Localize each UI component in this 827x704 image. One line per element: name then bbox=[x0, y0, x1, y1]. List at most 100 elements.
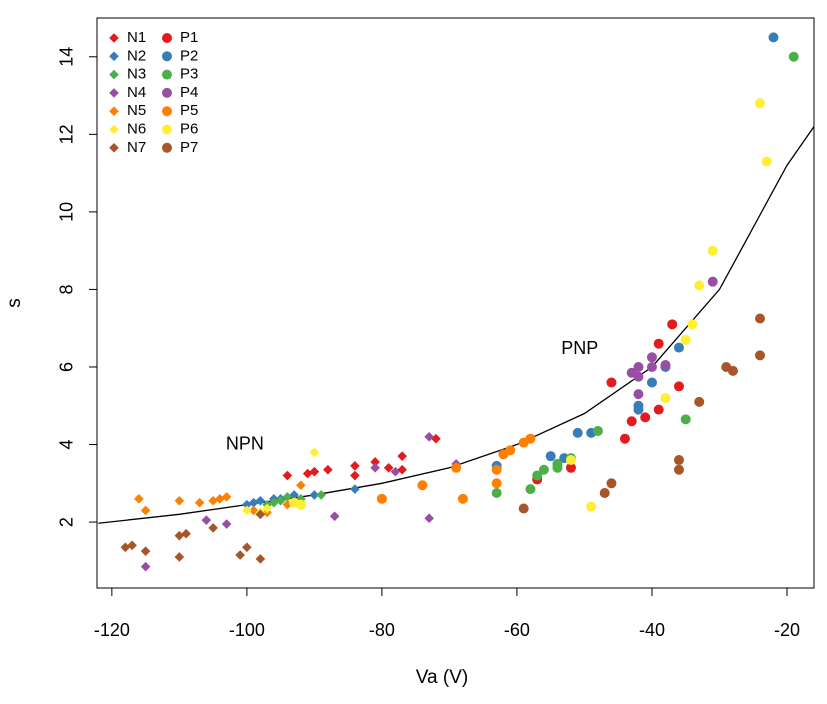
point bbox=[302, 468, 313, 479]
point bbox=[242, 505, 252, 516]
point bbox=[262, 503, 272, 514]
legend-label: P7 bbox=[180, 139, 198, 156]
point bbox=[633, 371, 644, 382]
plot-frame bbox=[96, 17, 815, 589]
y-tick-label: 12 bbox=[57, 124, 77, 144]
point bbox=[633, 400, 644, 411]
point bbox=[296, 480, 306, 491]
point bbox=[431, 433, 441, 444]
point bbox=[606, 377, 617, 388]
x-tick-label: -40 bbox=[639, 620, 665, 640]
point bbox=[242, 499, 252, 510]
point bbox=[653, 404, 664, 415]
point bbox=[309, 466, 320, 477]
point bbox=[309, 490, 320, 500]
point bbox=[397, 464, 407, 475]
point bbox=[323, 464, 333, 475]
legend-label: P1 bbox=[180, 29, 198, 46]
y-tick-label: 8 bbox=[57, 284, 77, 294]
point bbox=[255, 495, 266, 506]
fit-curve bbox=[98, 126, 815, 524]
point bbox=[215, 494, 225, 504]
point bbox=[727, 365, 738, 376]
point bbox=[646, 361, 657, 372]
point bbox=[140, 561, 151, 572]
point bbox=[518, 503, 529, 514]
point bbox=[707, 245, 718, 256]
point bbox=[370, 457, 380, 467]
point bbox=[120, 542, 131, 553]
point bbox=[255, 509, 266, 520]
legend-marker bbox=[162, 69, 172, 80]
point bbox=[565, 455, 576, 466]
x-tick-label: -80 bbox=[369, 620, 395, 640]
point bbox=[208, 523, 218, 533]
point bbox=[289, 490, 299, 500]
legend-marker bbox=[162, 51, 172, 62]
point bbox=[646, 352, 657, 363]
point bbox=[545, 451, 556, 462]
point bbox=[255, 554, 266, 564]
point bbox=[242, 542, 252, 553]
legend-label: P5 bbox=[180, 102, 198, 119]
legend-label: N2 bbox=[127, 47, 146, 64]
point bbox=[127, 540, 137, 551]
point bbox=[376, 493, 387, 504]
point bbox=[640, 412, 651, 423]
point bbox=[201, 515, 212, 525]
point bbox=[572, 427, 583, 438]
point bbox=[417, 480, 428, 491]
point bbox=[667, 319, 678, 330]
annotation: NPN bbox=[226, 433, 264, 453]
point bbox=[350, 470, 360, 481]
legend-marker bbox=[162, 142, 172, 153]
y-tick-label: 6 bbox=[57, 362, 77, 372]
point bbox=[599, 488, 610, 498]
point bbox=[768, 32, 779, 43]
legend-label: N6 bbox=[127, 120, 146, 137]
y-tick-label: 10 bbox=[57, 202, 77, 222]
y-tick-label: 2 bbox=[57, 517, 77, 527]
point bbox=[673, 342, 684, 353]
point bbox=[538, 464, 549, 475]
point bbox=[295, 499, 306, 510]
legend-marker bbox=[109, 69, 119, 80]
point bbox=[619, 433, 630, 444]
point bbox=[134, 494, 144, 504]
point bbox=[194, 497, 205, 508]
point bbox=[221, 492, 232, 502]
point bbox=[505, 445, 516, 456]
point bbox=[235, 550, 245, 560]
point bbox=[248, 505, 259, 516]
x-tick-label: -120 bbox=[94, 620, 130, 640]
point bbox=[586, 501, 597, 512]
point bbox=[660, 393, 671, 403]
point bbox=[174, 552, 185, 562]
point bbox=[633, 361, 644, 372]
point bbox=[532, 470, 543, 481]
point bbox=[329, 511, 340, 522]
point bbox=[174, 495, 185, 506]
point bbox=[296, 494, 306, 504]
legend-marker bbox=[109, 51, 119, 62]
point bbox=[248, 497, 259, 508]
point bbox=[761, 156, 772, 167]
point bbox=[174, 530, 185, 541]
legend-label: N4 bbox=[127, 84, 146, 101]
point bbox=[633, 389, 644, 400]
point bbox=[788, 51, 799, 62]
point bbox=[673, 455, 684, 466]
point bbox=[350, 484, 360, 494]
x-tick-label: -20 bbox=[774, 620, 800, 640]
point bbox=[275, 495, 286, 506]
legend-marker bbox=[162, 33, 172, 43]
annotation: PNP bbox=[561, 338, 598, 358]
point bbox=[694, 280, 705, 291]
point bbox=[653, 338, 664, 349]
point bbox=[221, 519, 232, 529]
point bbox=[397, 451, 407, 461]
legend-marker bbox=[109, 33, 119, 43]
point bbox=[673, 464, 684, 475]
point bbox=[140, 546, 151, 556]
